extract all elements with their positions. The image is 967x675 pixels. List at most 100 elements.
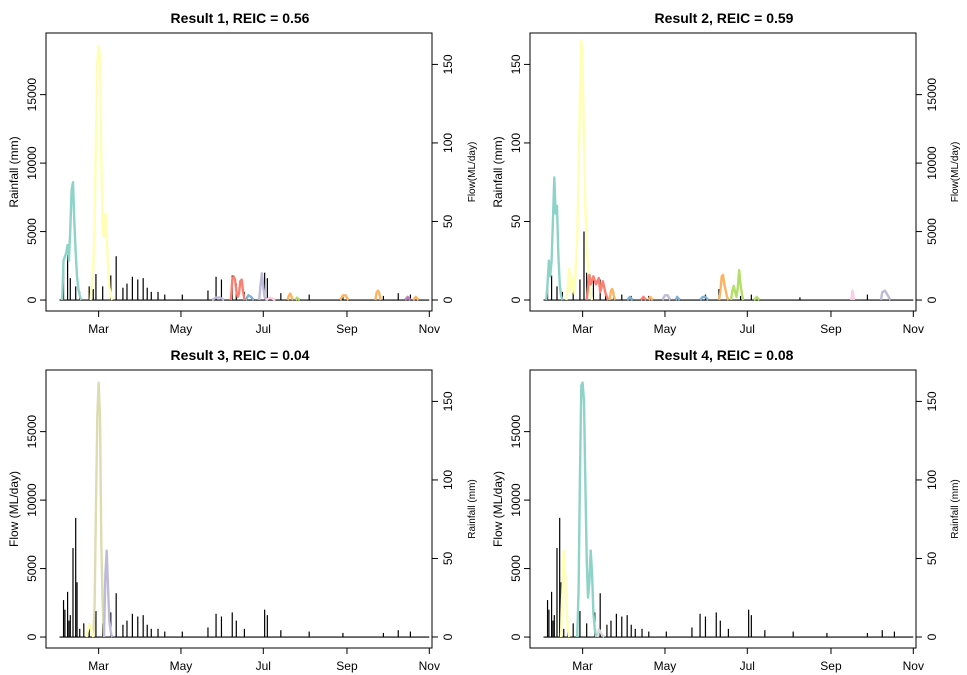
x-tick-label: May	[654, 659, 677, 673]
event-series	[265, 296, 276, 302]
x-tick-label: Sep	[820, 659, 842, 673]
event-series	[565, 39, 594, 301]
right-axis-label: Flow(ML/day)	[467, 142, 478, 203]
event-series	[545, 176, 564, 301]
right-tick-label: 150	[441, 391, 455, 411]
event-series	[89, 44, 114, 301]
event-series	[647, 295, 654, 301]
event-series	[596, 628, 606, 638]
event-series	[717, 273, 730, 301]
event-series	[559, 549, 571, 638]
left-axis-label: Rainfall (mm)	[7, 136, 21, 207]
x-tick-label: Jul	[740, 322, 755, 336]
event-series	[753, 295, 761, 301]
left-tick-label: 10000	[509, 483, 523, 517]
left-tick-label: 15000	[25, 415, 39, 449]
right-axis-label: Flow(ML/day)	[950, 142, 961, 203]
plot-area: Mar May Jul Sep Nov 0 5000 10000 15000 0 50 100 150	[509, 369, 939, 673]
panel-result-4: Result 4, REIC = 0.08 Flow (ML/day) Rain…	[491, 347, 961, 673]
event-series	[244, 294, 255, 301]
event-series	[211, 296, 225, 302]
plot-area: Mar May Jul Sep Nov 0 5000 10000 15000 0 50 100 150	[25, 32, 455, 336]
right-tick-label: 50	[925, 551, 939, 565]
panel-title: Result 4, REIC = 0.08	[655, 347, 794, 363]
event-series	[229, 275, 246, 301]
left-axis-label: Rainfall (mm)	[491, 136, 505, 207]
x-tick-label: Nov	[419, 322, 440, 336]
left-tick-label: 15000	[25, 78, 39, 112]
plot-area: Mar May Jul Sep Nov 0 5000 10000 15000 0 50 100 150	[25, 369, 455, 673]
event-series	[729, 269, 745, 301]
right-axis-label: Rainfall (mm)	[467, 479, 478, 538]
left-tick-label: 0	[25, 633, 39, 640]
x-tick-label: May	[654, 322, 677, 336]
right-tick-label: 0	[925, 633, 939, 640]
event-series	[879, 289, 892, 301]
event-series	[674, 295, 681, 301]
right-tick-label: 100	[441, 470, 455, 490]
right-tick-label: 100	[925, 470, 939, 490]
right-tick-label: 150	[441, 54, 455, 74]
x-tick-label: Mar	[88, 659, 109, 673]
right-tick-label: 150	[925, 391, 939, 411]
plot-frame	[529, 369, 917, 649]
plot-content	[543, 381, 914, 638]
event-series	[576, 381, 598, 638]
panel-result-1: Result 1, REIC = 0.56 Rainfall (mm) Flow…	[7, 10, 478, 336]
left-tick-label: 5000	[509, 555, 523, 582]
panel-title: Result 3, REIC = 0.04	[171, 347, 310, 363]
event-series	[258, 272, 268, 301]
right-axis-label: Rainfall (mm)	[950, 479, 961, 538]
right-tick-label: 0	[441, 296, 455, 303]
plot-frame	[45, 369, 433, 649]
event-series	[639, 295, 648, 301]
x-tick-label: May	[170, 659, 193, 673]
x-tick-label: May	[170, 322, 193, 336]
x-tick-label: Jul	[256, 659, 271, 673]
left-tick-label: 10000	[25, 146, 39, 180]
right-tick-label: 50	[441, 551, 455, 565]
left-tick-label: 150	[509, 54, 523, 74]
panel-result-3: Result 3, REIC = 0.04 Flow (ML/day) Rain…	[7, 347, 478, 673]
x-tick-label: Sep	[336, 659, 358, 673]
event-series	[85, 623, 95, 638]
left-tick-label: 50	[509, 214, 523, 228]
right-tick-label: 15000	[925, 78, 939, 112]
x-tick-label: Nov	[903, 659, 924, 673]
x-tick-label: Sep	[820, 322, 842, 336]
x-tick-label: Nov	[419, 659, 440, 673]
x-tick-label: Mar	[88, 322, 109, 336]
x-tick-label: Nov	[903, 322, 924, 336]
x-tick-label: Mar	[572, 659, 593, 673]
right-tick-label: 50	[441, 214, 455, 228]
right-tick-label: 100	[441, 133, 455, 153]
x-tick-label: Mar	[572, 322, 593, 336]
event-series	[404, 295, 412, 301]
left-tick-label: 5000	[25, 218, 39, 245]
x-tick-label: Jul	[256, 322, 271, 336]
plot-area: Mar May Jul Sep Nov 0 50 100 150 0 5000 10000 15000	[509, 32, 939, 336]
event-series	[412, 295, 420, 301]
plot-frame	[529, 32, 917, 312]
left-tick-label: 15000	[509, 415, 523, 449]
plot-frame	[45, 32, 433, 312]
x-tick-label: Jul	[740, 659, 755, 673]
event-series	[339, 294, 350, 301]
left-tick-label: 10000	[25, 483, 39, 517]
event-series	[61, 180, 83, 301]
left-tick-label: 0	[25, 296, 39, 303]
left-tick-label: 5000	[25, 555, 39, 582]
right-tick-label: 0	[925, 296, 939, 303]
right-tick-label: 5000	[925, 218, 939, 245]
left-tick-label: 100	[509, 133, 523, 153]
event-series	[850, 289, 856, 301]
left-axis-label: Flow (ML/day)	[491, 471, 505, 547]
left-axis-label: Flow (ML/day)	[7, 471, 21, 547]
panel-title: Result 1, REIC = 0.56	[171, 10, 310, 26]
right-tick-label: 0	[441, 633, 455, 640]
panel-title: Result 2, REIC = 0.59	[655, 10, 794, 26]
event-series	[286, 292, 295, 301]
event-series	[661, 294, 672, 301]
event-series	[699, 295, 710, 301]
